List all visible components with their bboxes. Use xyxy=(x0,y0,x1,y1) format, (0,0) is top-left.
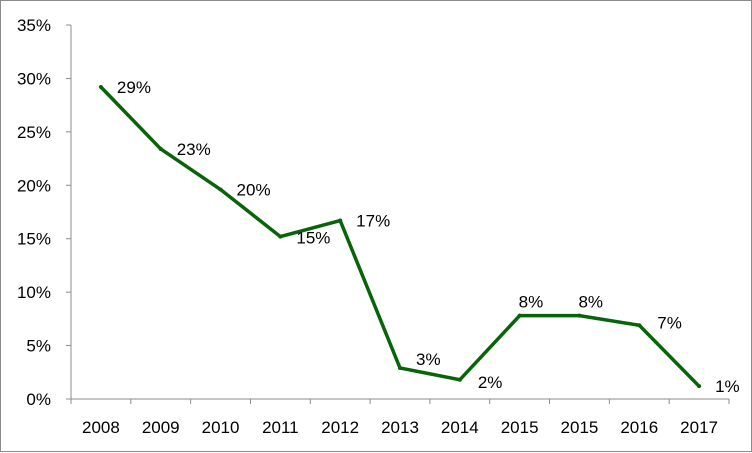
x-tick-label: 2008 xyxy=(82,418,120,437)
x-tick-label: 2016 xyxy=(620,418,658,437)
data-point xyxy=(278,234,283,239)
data-label: 3% xyxy=(416,350,441,369)
x-tick-label: 2017 xyxy=(680,418,718,437)
x-tick-label: 2009 xyxy=(142,418,180,437)
y-tick-label: 10% xyxy=(17,283,51,302)
data-point xyxy=(398,366,402,371)
x-tick-label: 2013 xyxy=(381,418,419,437)
y-tick-label: 25% xyxy=(17,123,51,142)
x-tick-label: 2011 xyxy=(262,418,299,437)
y-tick-label: 0% xyxy=(26,390,51,409)
data-point xyxy=(697,384,702,389)
data-point xyxy=(457,377,462,382)
y-tick-label: 15% xyxy=(17,230,51,249)
x-tick-label: 2015 xyxy=(501,418,539,437)
data-label: 15% xyxy=(296,229,330,248)
data-label: 20% xyxy=(237,181,271,200)
y-tick-label: 30% xyxy=(17,69,51,88)
series-line xyxy=(99,85,701,388)
data-label: 7% xyxy=(657,313,682,332)
y-tick-label: 20% xyxy=(17,176,51,195)
y-tick-label: 5% xyxy=(26,337,51,356)
data-point xyxy=(517,313,522,318)
data-point xyxy=(158,146,163,151)
data-label: 8% xyxy=(519,293,544,312)
x-tick-label: 2010 xyxy=(202,418,240,437)
data-label: 1% xyxy=(715,377,740,396)
data-label: 29% xyxy=(117,78,151,97)
data-point xyxy=(98,84,103,89)
x-tick-label: 2015 xyxy=(561,418,599,437)
data-point xyxy=(218,187,223,192)
data-point xyxy=(338,218,343,223)
data-label: 17% xyxy=(356,212,390,231)
data-point xyxy=(637,323,642,328)
x-tick-label: 2012 xyxy=(321,418,359,437)
data-label: 23% xyxy=(177,140,211,159)
x-tick-label: 2014 xyxy=(441,418,479,437)
y-tick-label: 35% xyxy=(17,16,51,35)
data-label: 8% xyxy=(578,293,603,312)
data-point xyxy=(577,313,582,318)
data-label: 2% xyxy=(478,373,503,392)
